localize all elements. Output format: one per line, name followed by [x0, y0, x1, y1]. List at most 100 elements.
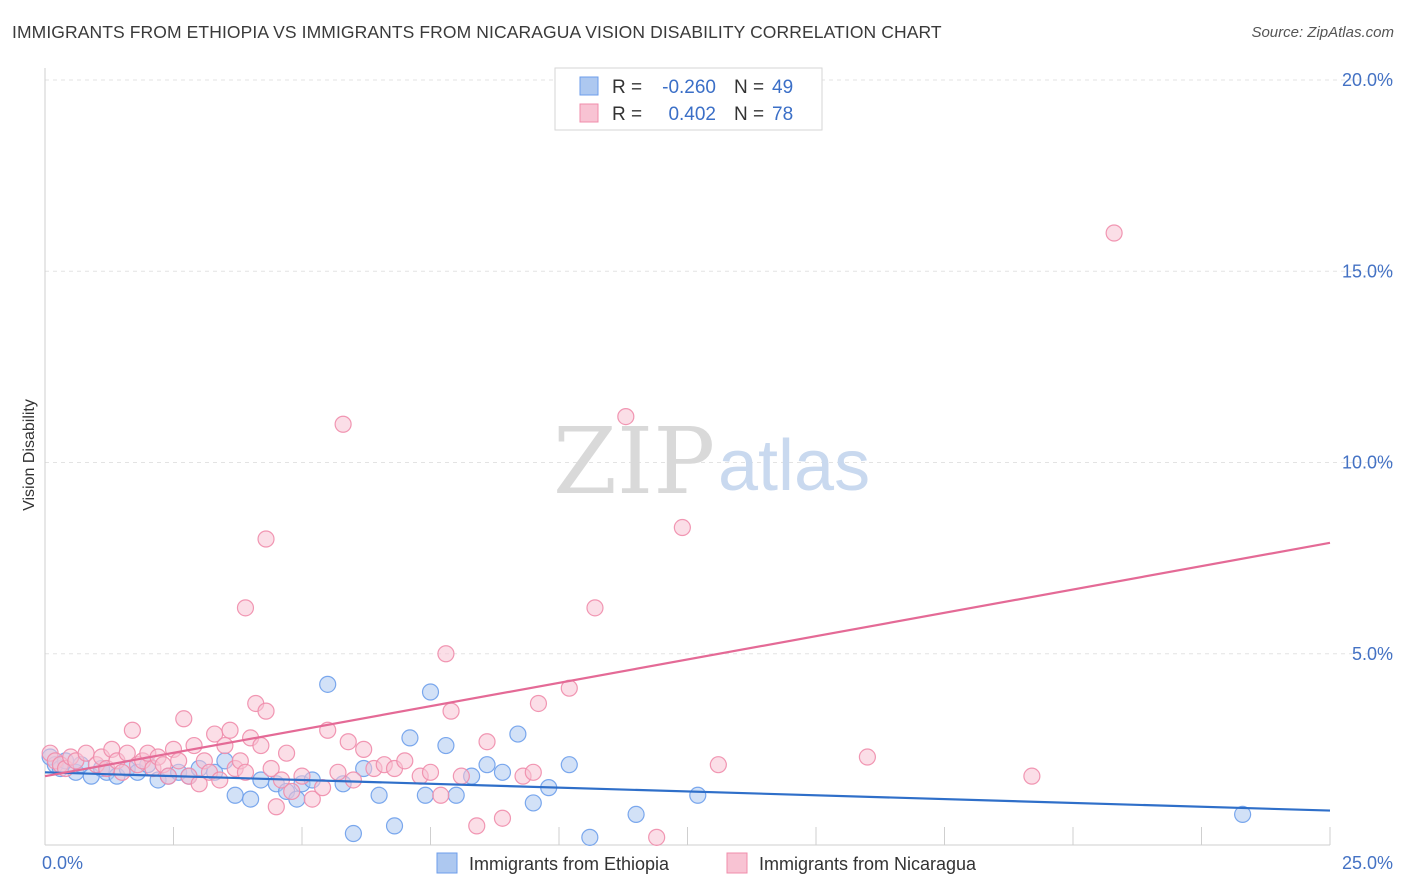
- ethiopia-point-34: [401, 729, 419, 747]
- legend-swatch-nicaragua: [726, 852, 748, 874]
- ethiopia-point-47: [627, 805, 645, 824]
- nicaragua-point-42: [267, 798, 285, 816]
- nicaragua-point-71: [437, 645, 455, 663]
- nicaragua-point-77: [709, 756, 727, 774]
- nicaragua-point-33: [221, 721, 239, 739]
- nicaragua-point-70: [257, 530, 275, 548]
- trend-lines: [44, 541, 1331, 812]
- ethiopia-point-43: [524, 794, 542, 812]
- legend-label-ethiopia: Immigrants from Ethiopia: [469, 854, 670, 874]
- nicaragua-point-45: [283, 782, 301, 801]
- nicaragua-point-79: [1023, 767, 1041, 785]
- nicaragua-point-64: [478, 733, 496, 751]
- ethiopia-point-38: [447, 786, 465, 804]
- nicaragua-point-50: [329, 763, 347, 781]
- nicaragua-point-23: [170, 752, 188, 770]
- ethiopia-point-40: [478, 756, 496, 774]
- x-tick-label-0: 0.0%: [42, 853, 83, 873]
- stats-n-label-1: N =: [734, 104, 764, 125]
- nicaragua-point-60: [432, 786, 450, 804]
- legend-swatch-ethiopia: [436, 852, 458, 874]
- stats-legend-box: [554, 67, 823, 131]
- stats-r-value-1: 0.402: [668, 104, 716, 125]
- nicaragua-point-67: [524, 763, 542, 781]
- nicaragua-point-53: [355, 740, 373, 758]
- y-tick-label-0: 5.0%: [1352, 644, 1393, 664]
- nicaragua-point-46: [293, 767, 311, 785]
- nicaragua-point-24: [175, 710, 193, 728]
- nicaragua-point-41: [262, 759, 280, 778]
- y-axis-label: Vision Disability: [21, 399, 38, 511]
- tick-labels: 5.0% 10.0% 15.0% 20.0% 0.0% 25.0%: [42, 70, 1393, 873]
- nicaragua-point-80: [1105, 224, 1123, 242]
- nicaragua-point-61: [442, 702, 460, 720]
- stats-legend: R = -0.260 N = 49 R = 0.402 N = 78: [554, 67, 823, 131]
- nicaragua-point-40: [257, 702, 275, 720]
- watermark: ZIP atlas: [553, 408, 870, 515]
- bottom-legend: Immigrants from Ethiopia Immigrants from …: [436, 852, 977, 874]
- series-nicaragua-points: [41, 224, 1123, 846]
- ethiopia-point-45: [560, 756, 578, 774]
- nicaragua-point-74: [586, 599, 604, 617]
- ethiopia-point-37: [437, 736, 455, 755]
- nicaragua-point-63: [468, 817, 486, 835]
- stats-r-label-1: R =: [612, 104, 642, 125]
- nicaragua-point-39: [252, 736, 270, 755]
- stats-n-label-0: N =: [734, 77, 764, 98]
- watermark-zip: ZIP: [553, 408, 715, 515]
- y-tick-label-1: 10.0%: [1342, 453, 1393, 473]
- ethiopia-point-28: [319, 675, 337, 693]
- chart-title: IMMIGRANTS FROM ETHIOPIA VS IMMIGRANTS F…: [12, 22, 942, 42]
- y-tick-label-3: 20.0%: [1342, 70, 1393, 90]
- ethiopia-point-21: [242, 790, 260, 808]
- stats-r-value-0: -0.260: [662, 77, 716, 98]
- ethiopia-point-20: [226, 786, 244, 804]
- nicaragua-point-12: [113, 763, 131, 781]
- ethiopia-point-41: [493, 763, 512, 781]
- ethiopia-point-42: [509, 725, 527, 743]
- ethiopia-point-49: [1234, 805, 1252, 824]
- watermark-atlas: atlas: [718, 426, 870, 506]
- nicaragua-point-52: [344, 771, 362, 789]
- ethiopia-point-35: [416, 786, 434, 804]
- nicaragua-point-36: [236, 763, 255, 781]
- nicaragua-point-27: [190, 775, 208, 793]
- ethiopia-point-32: [370, 786, 388, 804]
- ethiopia-point-46: [581, 828, 599, 846]
- series-ethiopia-points: [41, 675, 1252, 846]
- nicaragua-trend-line: [44, 541, 1331, 778]
- nicaragua-point-57: [396, 752, 414, 770]
- stats-n-value-1: 78: [772, 104, 793, 125]
- nicaragua-point-14: [123, 721, 141, 739]
- x-tick-label-1: 25.0%: [1342, 853, 1393, 873]
- nicaragua-point-76: [673, 518, 691, 537]
- ethiopia-point-36: [421, 683, 440, 701]
- nicaragua-point-73: [529, 694, 548, 713]
- stats-n-value-0: 49: [772, 77, 793, 98]
- nicaragua-point-78: [858, 748, 877, 766]
- ethiopia-point-30: [344, 824, 362, 843]
- nicaragua-point-59: [421, 763, 440, 781]
- axes: [44, 68, 1331, 846]
- nicaragua-point-31: [211, 771, 229, 789]
- nicaragua-point-72: [334, 415, 352, 433]
- legend-label-nicaragua: Immigrants from Nicaragua: [759, 854, 977, 874]
- stats-swatch-ethiopia: [579, 76, 599, 96]
- source-label: Source: ZipAtlas.com: [1251, 24, 1394, 41]
- ethiopia-point-48: [689, 786, 707, 804]
- nicaragua-point-48: [313, 779, 332, 797]
- nicaragua-point-51: [339, 733, 357, 751]
- nicaragua-point-47: [303, 790, 321, 808]
- stats-r-label-0: R =: [612, 77, 642, 98]
- ethiopia-trend-line: [44, 771, 1331, 812]
- nicaragua-point-62: [452, 767, 470, 785]
- nicaragua-point-69: [236, 599, 255, 617]
- stats-swatch-nicaragua: [579, 103, 599, 123]
- nicaragua-point-44: [277, 744, 296, 762]
- ethiopia-point-33: [385, 817, 404, 835]
- nicaragua-point-65: [493, 809, 512, 827]
- y-tick-label-2: 15.0%: [1342, 261, 1393, 281]
- nicaragua-point-81: [648, 828, 666, 846]
- nicaragua-point-75: [617, 408, 635, 426]
